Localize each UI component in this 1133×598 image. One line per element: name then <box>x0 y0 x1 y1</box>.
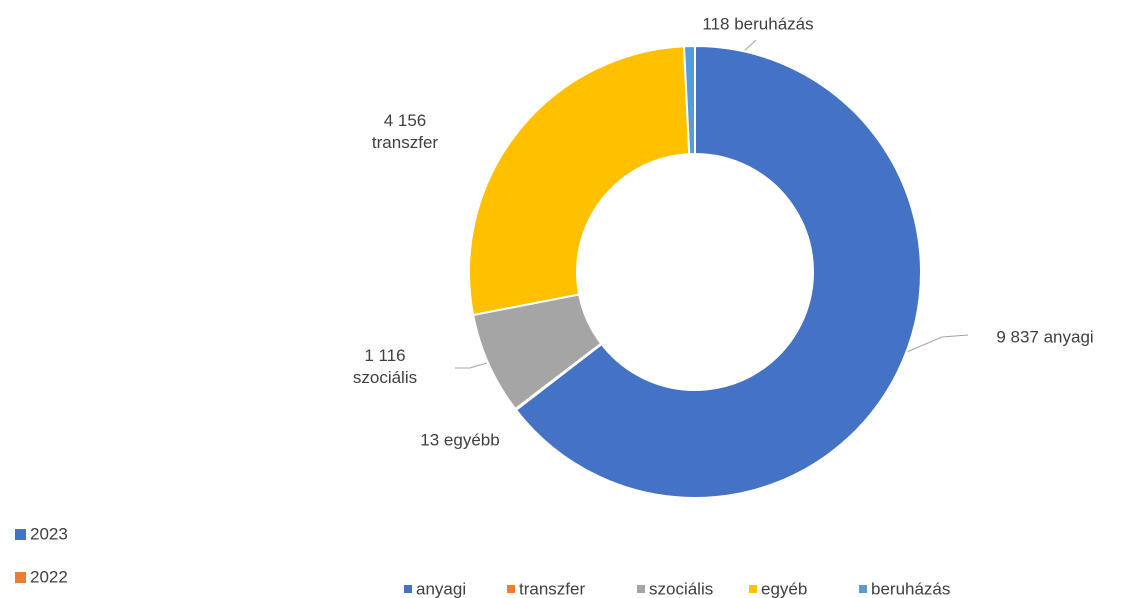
data-label: 9 837 anyagi <box>996 327 1093 346</box>
side-legend-swatch <box>15 529 26 540</box>
legend-swatch <box>749 585 757 593</box>
legend-label: szociális <box>649 579 713 598</box>
donut-slice <box>514 44 922 499</box>
data-label: 13 egyébb <box>420 430 499 449</box>
legend-label: transzfer <box>519 579 585 598</box>
legend-swatch <box>859 585 867 593</box>
side-legend-label: 2023 <box>30 524 68 543</box>
side-legend-swatch <box>15 572 26 583</box>
legend-label: beruházás <box>871 579 950 598</box>
legend-swatch <box>637 585 645 593</box>
data-label: 1 116 szociális <box>353 346 417 387</box>
donut-slice <box>682 44 696 156</box>
legend-swatch <box>404 585 412 593</box>
legend-swatch <box>507 585 515 593</box>
data-label: 118 beruházás <box>702 14 813 33</box>
side-legend-label: 2022 <box>30 567 68 586</box>
legend-label: anyagi <box>416 579 466 598</box>
legend-label: egyéb <box>761 579 807 598</box>
donut-slice <box>468 45 691 317</box>
data-label: 4 156 transzfer <box>372 111 438 152</box>
